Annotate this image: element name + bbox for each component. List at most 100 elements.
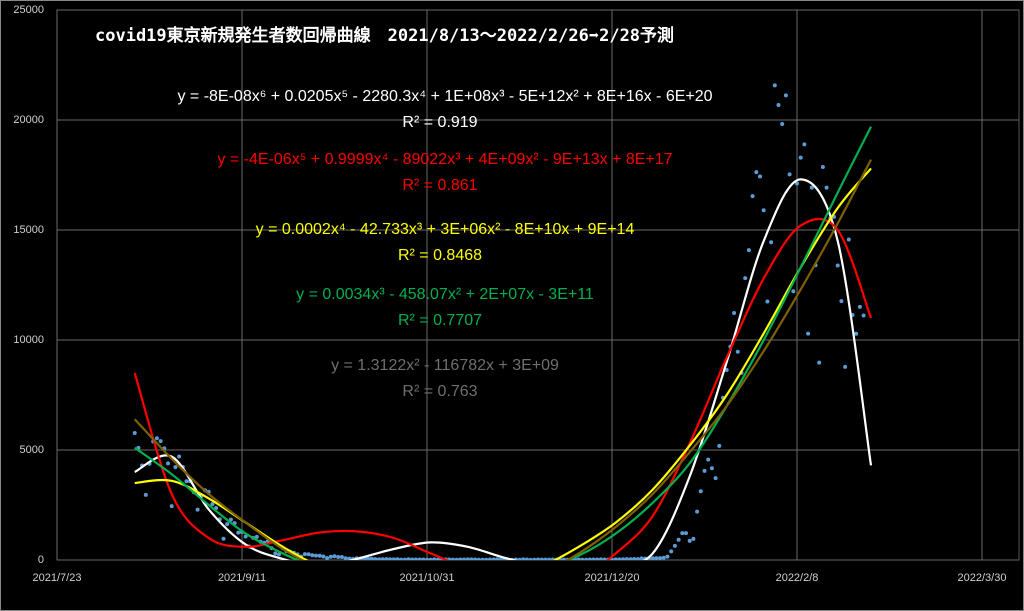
data-point (388, 557, 392, 560)
data-point (373, 557, 378, 560)
trendline (133, 217, 873, 560)
data-point (672, 543, 677, 548)
data-point (754, 170, 759, 175)
data-point (639, 556, 644, 560)
data-point (476, 557, 481, 560)
data-point (487, 557, 492, 560)
y-tick-label: 15000 (13, 224, 44, 236)
data-point (598, 557, 603, 560)
data-point (783, 93, 788, 98)
data-point (802, 142, 807, 147)
data-point (584, 557, 589, 560)
data-point (177, 454, 182, 459)
data-point (817, 360, 822, 365)
data-point (846, 237, 851, 242)
data-point (154, 436, 159, 441)
data-point (843, 364, 848, 369)
data-point (321, 554, 326, 559)
data-point (854, 331, 859, 336)
y-tick-label: 5000 (20, 444, 44, 456)
data-point (665, 554, 670, 559)
data-point (635, 557, 640, 560)
trendline-r2: R² = 0.861 (402, 177, 477, 194)
data-point (632, 557, 637, 560)
data-point (835, 263, 840, 268)
data-point (391, 557, 396, 560)
data-point (184, 479, 189, 484)
data-point (691, 536, 696, 541)
data-point (702, 468, 707, 473)
data-point (684, 531, 688, 536)
data-point (528, 557, 533, 560)
trendline-r2: R² = 0.763 (402, 383, 477, 400)
data-point (365, 556, 370, 560)
data-point (413, 557, 418, 560)
data-point (695, 509, 700, 514)
data-point (561, 557, 566, 560)
data-point (332, 554, 337, 559)
data-point (732, 311, 737, 316)
data-point (758, 174, 762, 179)
data-point (654, 556, 659, 560)
data-point (369, 556, 374, 560)
data-point (210, 502, 215, 507)
data-point (735, 349, 740, 354)
data-point (787, 172, 792, 177)
data-point (780, 121, 785, 126)
data-point (454, 557, 459, 560)
y-tick-label: 10000 (13, 334, 44, 346)
trendline-r2: R² = 0.919 (402, 114, 477, 131)
data-point (302, 552, 307, 557)
data-point (195, 507, 200, 512)
data-point (587, 557, 592, 560)
data-point (221, 536, 226, 541)
trendline (134, 126, 872, 560)
data-point (347, 556, 352, 560)
y-tick-label: 0 (38, 554, 44, 566)
trendline-r2: R² = 0.8468 (398, 247, 482, 264)
data-point (621, 557, 626, 560)
data-point (158, 439, 163, 444)
trendline-equation: y = -8E-08x⁶ + 0.0205x⁵ - 2280.3x⁴ + 1E+… (177, 88, 712, 105)
data-point (680, 531, 685, 536)
data-point (661, 555, 666, 560)
x-tick-label: 2021/7/23 (33, 572, 82, 584)
data-point (380, 557, 385, 560)
data-point (669, 549, 674, 554)
data-point (798, 155, 803, 160)
data-point (524, 557, 529, 560)
data-point (861, 313, 866, 318)
data-point (824, 185, 829, 190)
trendline-equation: y = -4E-06x⁵ + 0.9999x⁴ - 89022x³ + 4E+0… (217, 151, 672, 168)
data-point (376, 557, 381, 560)
data-point (432, 557, 437, 560)
data-point (746, 248, 751, 253)
data-point (857, 304, 862, 309)
data-point (225, 522, 230, 527)
data-point (769, 240, 774, 245)
data-point (480, 557, 485, 560)
data-point (462, 557, 466, 560)
data-point (328, 554, 333, 559)
data-point (532, 557, 537, 560)
data-point (595, 557, 600, 560)
data-point (384, 557, 389, 560)
data-point (132, 430, 137, 435)
data-point (450, 557, 455, 560)
data-point (658, 556, 663, 560)
data-point (173, 465, 178, 470)
data-point (724, 367, 729, 372)
labels: 0 5000 10000 15000 20000 25000 2021/7/23 2021/9… (13, 4, 1006, 584)
data-point (395, 557, 400, 560)
data-point (273, 551, 278, 556)
data-point (521, 557, 526, 560)
data-point (650, 556, 655, 560)
data-point (406, 557, 411, 560)
trendline-equation: y = 0.0034x³ - 458.07x² + 2E+07x - 3E+11 (296, 286, 594, 303)
data-point (539, 557, 544, 560)
data-point (536, 557, 540, 560)
data-point (687, 538, 692, 543)
data-point (628, 557, 633, 560)
data-point (343, 556, 348, 560)
